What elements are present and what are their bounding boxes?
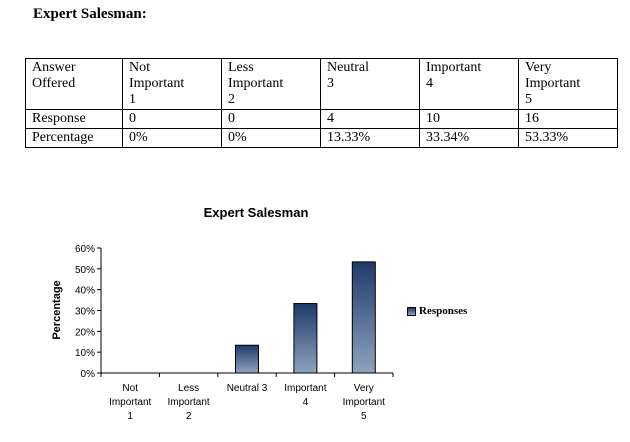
x-tick-label: Important: [167, 397, 209, 408]
y-tick-label: 60%: [75, 244, 95, 255]
x-tick-label: Important: [343, 397, 385, 408]
header-line: Important: [426, 60, 482, 75]
x-tick-label: Not: [122, 383, 138, 394]
x-tick-label: Important: [109, 397, 151, 408]
x-tick-label: Less: [178, 383, 199, 394]
table-cell: 0%: [221, 128, 321, 148]
responses-table: Answer Offered Not Important 1 Less Important 2…: [25, 58, 618, 148]
bar: [293, 303, 318, 374]
y-tick-label: 20%: [75, 327, 95, 338]
bar: [351, 261, 376, 374]
header-line: 3: [327, 76, 334, 91]
y-tick-label: 0%: [81, 369, 96, 380]
y-axis-label: Percentage: [51, 280, 63, 339]
header-line: Important: [228, 76, 284, 91]
header-line: Important: [129, 76, 185, 91]
table-cell: 0%: [122, 128, 222, 148]
header-line: Offered: [32, 76, 76, 91]
x-tick-label: Neutral 3: [227, 383, 268, 394]
x-tick-label: 1: [127, 411, 133, 422]
table-cell: 53.33%: [518, 128, 618, 148]
header-line: Very: [525, 60, 552, 75]
chart-title: Expert Salesman: [203, 205, 309, 220]
x-tick-label: 5: [361, 411, 367, 422]
chart-legend: Responses: [407, 305, 467, 317]
x-tick-label: Very: [354, 383, 374, 394]
header-line: Important: [525, 76, 581, 91]
legend-label: Responses: [419, 305, 468, 317]
x-tick-label: 2: [186, 411, 192, 422]
x-tick-label: 4: [303, 397, 309, 408]
y-tick-label: 30%: [75, 307, 95, 318]
table-cell: 33.34%: [419, 128, 519, 148]
x-tick-label: Important: [284, 383, 326, 394]
y-tick-label: 50%: [75, 265, 95, 276]
section-heading: Expert Salesman:: [33, 6, 147, 22]
header-line: Neutral: [327, 60, 369, 75]
header-cell: Important 4: [419, 58, 519, 110]
table-cell: Percentage: [25, 128, 123, 148]
header-line: 2: [228, 92, 235, 107]
header-line: Not: [129, 60, 150, 75]
legend-swatch: [407, 306, 416, 316]
table-cell: 13.33%: [320, 128, 420, 148]
header-line: 1: [129, 92, 136, 107]
header-cell: Answer Offered: [25, 58, 123, 110]
header-line: 4: [426, 76, 433, 91]
y-tick-label: 10%: [75, 348, 95, 359]
header-line: Less: [228, 60, 254, 75]
header-cell: Less Important 2: [221, 58, 321, 110]
header-line: 5: [525, 92, 532, 107]
y-tick-label: 40%: [75, 286, 95, 297]
header-line: Answer: [32, 60, 76, 75]
table-row: Percentage 0% 0% 13.33% 33.34% 53.33%: [25, 128, 618, 148]
bar: [235, 344, 259, 374]
